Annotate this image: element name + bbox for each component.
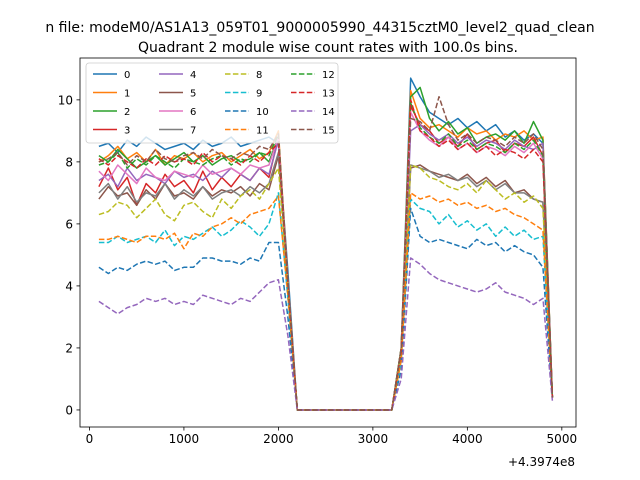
legend-label-6: 6	[190, 107, 196, 118]
y-tick-label: 2	[65, 341, 73, 355]
chart-title: Quadrant 2 module wise count rates with …	[138, 40, 518, 56]
y-tick-label: 6	[65, 217, 73, 231]
series-line-14	[98, 257, 554, 411]
legend-label-7: 7	[190, 126, 196, 137]
x-tick-label: 0	[86, 432, 94, 446]
legend-label-15: 15	[322, 126, 335, 137]
legend-label-13: 13	[322, 89, 335, 100]
y-tick-label: 8	[65, 155, 73, 169]
x-tick-label: 2000	[263, 432, 294, 446]
legend-box	[85, 62, 339, 144]
y-tick-label: 10	[58, 93, 73, 107]
legend-label-4: 4	[190, 70, 196, 81]
legend-label-1: 1	[124, 89, 130, 100]
legend-label-3: 3	[124, 126, 130, 137]
legend-label-10: 10	[256, 107, 269, 118]
legend-label-14: 14	[322, 107, 335, 118]
figure-suptitle: n file: modeM0/AS1A13_059T01_9000005990_…	[45, 20, 594, 36]
series-line-11	[98, 192, 554, 411]
legend-label-11: 11	[256, 126, 269, 137]
x-tick-label: 5000	[547, 432, 578, 446]
legend-label-8: 8	[256, 70, 262, 81]
legend-label-12: 12	[322, 70, 335, 81]
axes-frame	[79, 57, 577, 428]
y-tick-label: 4	[65, 279, 73, 293]
legend-label-9: 9	[256, 89, 262, 100]
legend-label-2: 2	[124, 107, 130, 118]
x-tick-label: 4000	[452, 432, 483, 446]
plot-area	[98, 77, 554, 411]
x-offset-label: +4.3974e8	[508, 455, 575, 469]
legend-label-5: 5	[190, 89, 196, 100]
series-line-15	[98, 96, 554, 411]
y-tick-label: 0	[65, 403, 73, 417]
x-tick-label: 3000	[358, 432, 389, 446]
legend-label-0: 0	[124, 70, 130, 81]
x-tick-label: 1000	[169, 432, 200, 446]
